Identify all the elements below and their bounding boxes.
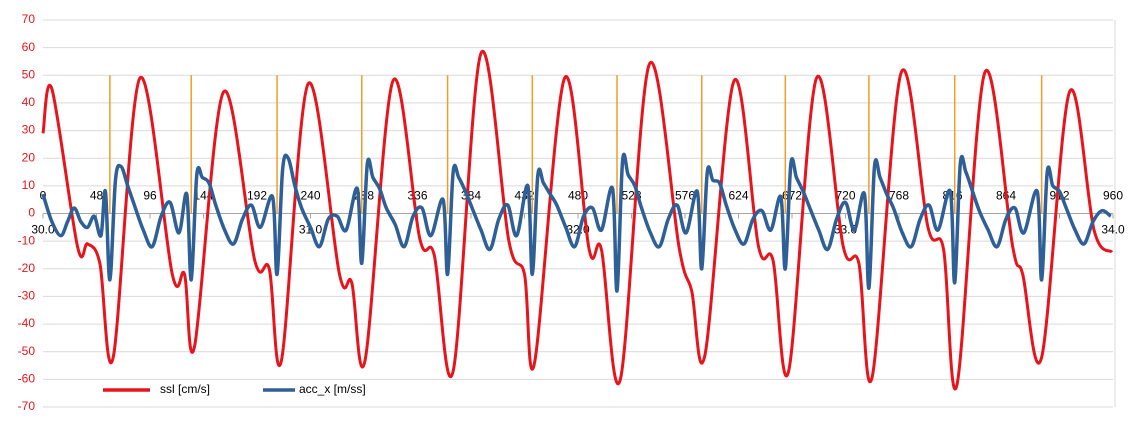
x-tick-label: 624: [728, 189, 748, 203]
legend-label: ssl [cm/s]: [160, 382, 210, 396]
x-tick-label: 672: [782, 189, 802, 203]
x-tick-label: 960: [1103, 189, 1123, 203]
x-tick-label: 768: [889, 189, 909, 203]
x-tick-label: 720: [835, 189, 855, 203]
y-tick-label: -50: [18, 344, 36, 358]
y-tick-label: 50: [22, 67, 36, 81]
y-tick-label: -70: [18, 399, 36, 413]
y-tick-label: 20: [22, 150, 36, 164]
y-tick-label: 0: [28, 206, 35, 220]
y-tick-label: 30: [22, 123, 36, 137]
y-tick-label: 70: [22, 12, 36, 26]
y-tick-label: -40: [18, 316, 36, 330]
series-line: [41, 49, 1114, 391]
y-tick-label: -10: [18, 233, 36, 247]
y-tick-label: 10: [22, 178, 36, 192]
series-line: [41, 152, 1112, 293]
y-tick-label: -60: [18, 372, 36, 386]
x-tick-label: 480: [568, 189, 588, 203]
x-tick-label: 240: [300, 189, 320, 203]
y-tick-label: -20: [18, 261, 36, 275]
x-tick-label: 192: [247, 189, 267, 203]
x-tick-label: 336: [407, 189, 427, 203]
y-tick-label: -30: [18, 289, 36, 303]
x2-tick-label: 34.0: [1101, 223, 1125, 237]
x-tick-label: 576: [675, 189, 695, 203]
x2-tick-label: 30.0: [31, 223, 55, 237]
y-tick-label: 60: [22, 40, 36, 54]
y-tick-label: 40: [22, 95, 36, 109]
x-tick-label: 96: [143, 189, 157, 203]
legend-label: acc_x [m/ss]: [299, 382, 366, 396]
x-tick-label: 48: [90, 189, 104, 203]
